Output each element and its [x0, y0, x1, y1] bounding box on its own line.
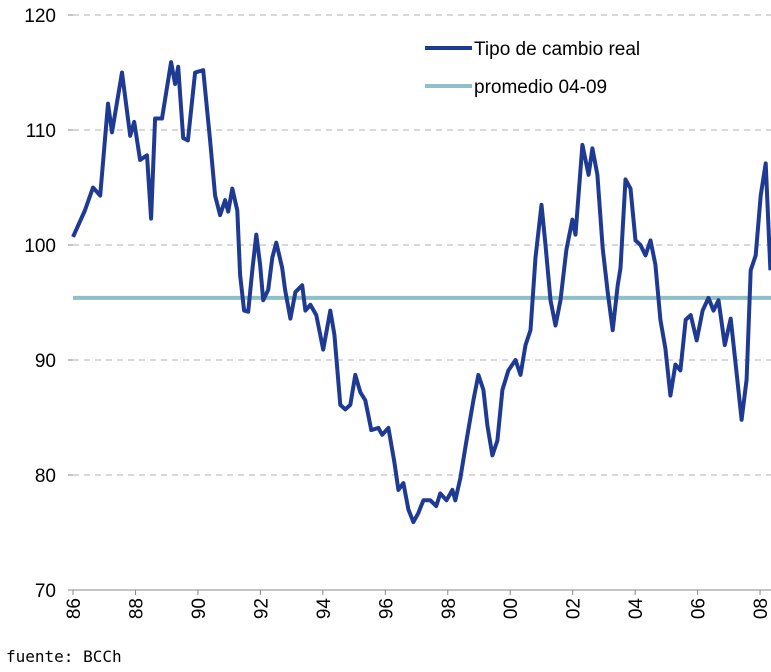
data-line	[71, 60, 771, 525]
legend-label: Tipo de cambio real	[474, 39, 640, 60]
x-tick-label: 94	[314, 598, 335, 620]
x-tick-label: 98	[439, 598, 460, 619]
x-tick-label: 88	[126, 598, 147, 619]
y-tick-label: 90	[35, 351, 56, 372]
x-tick-label: 02	[564, 598, 585, 619]
y-tick-label: 80	[35, 466, 56, 487]
source-note: fuente: BCCh	[6, 647, 122, 666]
y-tick-label: 110	[26, 121, 56, 142]
x-tick-label: 06	[689, 598, 710, 619]
x-tick-label: 92	[251, 598, 272, 619]
x-tick-label: 90	[189, 598, 210, 619]
x-tick-label: 00	[501, 598, 522, 619]
x-tick-label: 86	[64, 598, 85, 619]
y-tick-label: 120	[24, 6, 56, 27]
x-tick-label: 96	[376, 598, 397, 619]
y-tick-label: 100	[24, 236, 56, 257]
y-tick-label: 70	[35, 581, 56, 602]
legend-label: promedio 04-09	[474, 77, 607, 98]
x-tick-label: 08	[751, 598, 771, 619]
x-tick-label: 04	[626, 598, 647, 620]
